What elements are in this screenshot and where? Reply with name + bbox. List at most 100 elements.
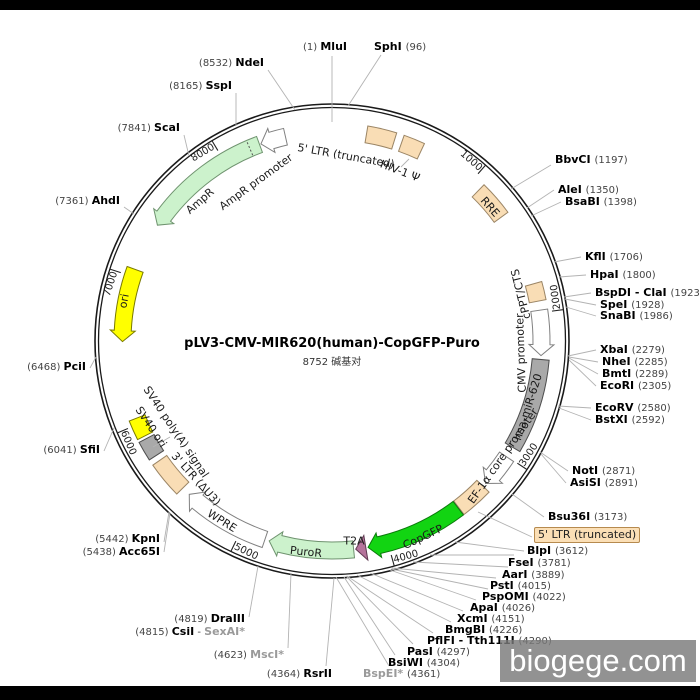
enzyme-name-text: SphI	[374, 40, 406, 53]
enzyme-name-text: NheI	[602, 355, 635, 368]
enzyme-position-text: (4304)	[426, 658, 461, 669]
enzyme-position-text: (4364)	[266, 669, 304, 680]
enzyme-position-text: -	[194, 627, 205, 638]
enzyme-site-label-ecorv: EcoRV (2580)	[595, 402, 671, 414]
enzyme-name-text: KpnI	[131, 532, 160, 545]
enzyme-name-text: HpaI	[590, 268, 623, 281]
feature-arc-3-ltr-u3-	[152, 454, 190, 495]
enzyme-position-text: (1197)	[594, 155, 628, 166]
callout-line	[564, 298, 597, 306]
enzyme-name-text: BlpI	[527, 544, 555, 557]
enzyme-name-text: BspEI*	[363, 667, 407, 680]
enzyme-site-label-pspomi: PspOMI (4022)	[482, 591, 566, 603]
enzyme-position-text: (4151)	[491, 614, 525, 625]
enzyme-name-text: Acc65I	[119, 545, 160, 558]
enzyme-site-label-rsrii: (4364) RsrII	[267, 668, 332, 680]
enzyme-position-text: (2871)	[601, 466, 636, 477]
enzyme-site-label-pasi: PasI (4297)	[407, 646, 470, 658]
callout-line	[345, 575, 414, 645]
feature-arc-ampr	[152, 135, 264, 226]
feature-arc-sv40-ori	[128, 414, 154, 441]
enzyme-position-text: (4022)	[532, 592, 566, 603]
enzyme-site-label-snabi: SnaBI (1986)	[600, 310, 673, 322]
enzyme-name-text: SfiI	[79, 443, 100, 456]
callout-line	[267, 69, 296, 111]
enzyme-site-label-ecori: EcoRI (2305)	[600, 380, 671, 392]
feature-arc-ampr-promoter	[260, 127, 288, 154]
enzyme-position-text: (4015)	[517, 581, 551, 592]
enzyme-site-label-hpai: HpaI (1800)	[590, 269, 656, 281]
enzyme-position-text: (8165)	[169, 81, 206, 92]
enzyme-position-text: (2891)	[604, 478, 638, 489]
enzyme-site-label-bsabi: BsaBI (1398)	[565, 196, 637, 208]
enzyme-site-label-alei: AleI (1350)	[558, 184, 619, 196]
enzyme-site-label-bspei-: BspEI* (4361)	[363, 668, 440, 680]
enzyme-name-text: KflI	[585, 250, 610, 263]
feature-arc-cppt-cts	[524, 280, 547, 304]
enzyme-name-text: AarI	[502, 568, 532, 581]
tick-mark-2000	[551, 309, 563, 312]
callout-line	[347, 54, 382, 107]
enzyme-site-label-bsu36i: Bsu36I (3173)	[548, 511, 627, 523]
enzyme-name-text: MscI*	[250, 648, 284, 661]
enzyme-site-label-acc65i: (5438) Acc65I	[83, 546, 160, 558]
enzyme-name-text: BmtI	[602, 367, 636, 380]
callout-line	[557, 405, 592, 409]
feature-arc-cmv-promoter	[527, 308, 556, 357]
enzyme-name-text: NdeI	[235, 56, 264, 69]
enzyme-position-text: (4297)	[436, 647, 470, 658]
feature-label-ori: ori	[116, 292, 132, 310]
feature-leader-line	[152, 436, 171, 448]
enzyme-site-label-fsei: FseI (3781)	[508, 557, 571, 569]
enzyme-position-text: (4623)	[213, 650, 251, 661]
enzyme-site-label-bbvci: BbvCI (1197)	[555, 154, 628, 166]
callout-line	[558, 274, 587, 278]
callout-line	[563, 292, 592, 298]
plasmid-title: pLV3-CMV-MIR620(human)-CopGFP-Puro	[184, 336, 480, 351]
enzyme-site-label-xcmi: XcmI (4151)	[457, 613, 525, 625]
feature-arc-5-ltr-truncated-	[453, 479, 490, 516]
enzyme-position-text: (5438)	[82, 547, 120, 558]
tick-mark-7000	[110, 268, 121, 274]
enzyme-site-label-bmgbi: BmgBI (4226)	[445, 624, 522, 636]
callout-line	[346, 575, 434, 634]
enzyme-position-text: (6468)	[27, 362, 64, 373]
enzyme-name-text: PciI	[63, 360, 86, 373]
callout-line	[335, 576, 390, 667]
tick-mark-6000	[117, 427, 129, 434]
enzyme-name-text: AsiSI	[570, 476, 605, 489]
callout-line	[526, 189, 555, 209]
enzyme-name-text: PspOMI	[482, 590, 533, 603]
enzyme-site-label-blpi: BlpI (3612)	[527, 545, 588, 557]
feature-label-t2a: T2A	[343, 534, 365, 548]
enzyme-site-label-ndei: (8532) NdeI	[199, 57, 264, 69]
callout-line	[123, 206, 135, 215]
feature-leader-line	[400, 158, 410, 168]
enzyme-site-label-xbai: XbaI (2279)	[600, 344, 665, 356]
enzyme-site-label-apai: ApaI (4026)	[470, 602, 535, 614]
enzyme-position-text: (3173)	[594, 512, 628, 523]
enzyme-site-label-aari: AarI (3889)	[502, 569, 565, 581]
enzyme-site-label-bsiwi: BsiWI (4304)	[388, 657, 460, 669]
enzyme-site-label-noti: NotI (2871)	[572, 465, 635, 477]
enzyme-position-text: (3781)	[537, 558, 571, 569]
enzyme-name-text: EcoRI	[600, 379, 638, 392]
callout-line	[163, 512, 171, 553]
callout-line	[343, 576, 396, 656]
callout-line	[568, 356, 599, 363]
enzyme-name-text: SspI	[205, 79, 232, 92]
enzyme-site-label-kfli: KflI (1706)	[585, 251, 643, 263]
callout-line	[369, 572, 464, 612]
feature-callout-label-5ltr-truncated: 5' LTR (truncated)	[534, 527, 641, 543]
enzyme-site-label-nhei: NheI (2285)	[602, 356, 668, 368]
feature-arc-hiv-1-	[397, 134, 426, 160]
enzyme-position-text: (3889)	[531, 570, 565, 581]
plasmid-size-caption: 8752 碱基对	[302, 357, 362, 368]
plasmid-title-block: pLV3-CMV-MIR620(human)-CopGFP-Puro 8752 …	[184, 336, 480, 368]
enzyme-name-text: RsrII	[303, 667, 332, 680]
enzyme-site-label-pcii: (6468) PciI	[27, 361, 86, 373]
callout-line	[103, 427, 115, 452]
enzyme-site-label-scai: (7841) ScaI	[118, 122, 180, 134]
enzyme-position-text: (7361)	[55, 196, 92, 207]
